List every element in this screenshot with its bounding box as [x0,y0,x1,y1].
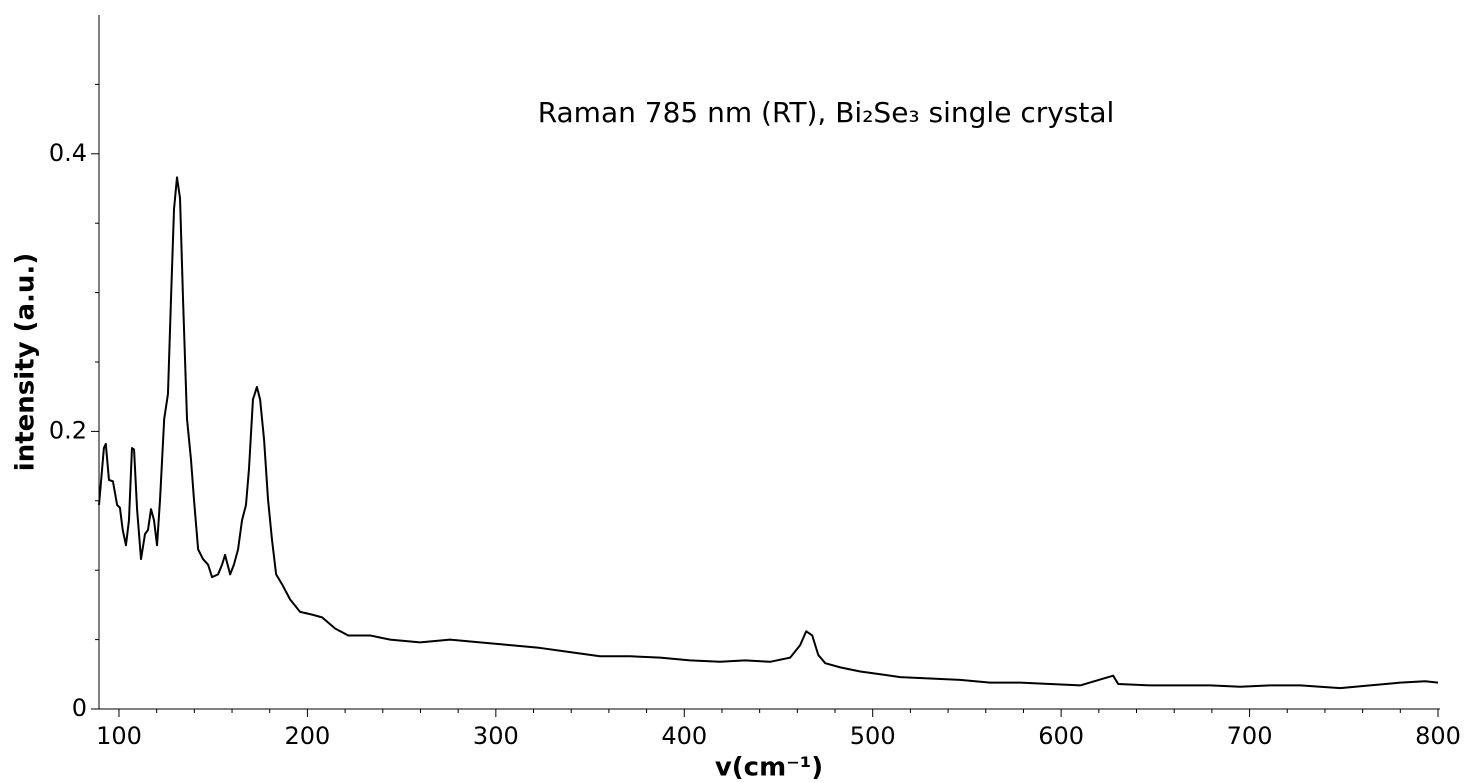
x-axis-label: v(cm⁻¹) [715,753,823,783]
y-axis-label: intensity (a.u.) [11,253,41,471]
x-tick-label: 500 [850,722,896,750]
x-tick-label: 300 [473,722,519,750]
chart-title: Raman 785 nm (RT), Bi₂Se₃ single crystal [538,96,1115,129]
x-tick-label: 800 [1415,722,1461,750]
y-tick-label: 0 [72,694,87,722]
spectrum-line [98,176,1439,690]
x-tick-label: 600 [1038,722,1084,750]
x-tick-label: 700 [1227,722,1273,750]
y-tick-label: 0.4 [49,139,87,167]
x-tick-label: 100 [96,722,142,750]
x-tick-label: 200 [284,722,330,750]
y-tick-label: 0.2 [49,416,87,444]
x-tick-label: 400 [661,722,707,750]
